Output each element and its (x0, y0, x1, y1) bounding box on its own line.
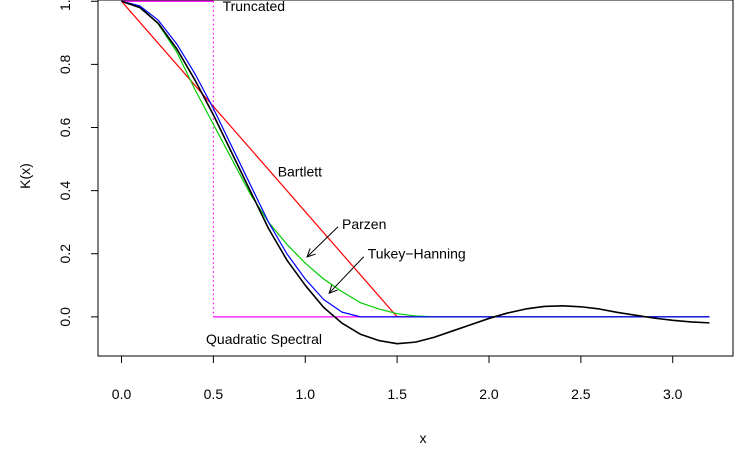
annotation-layer: Truncated Bartlett Parzen Tukey−Hanning Quad… (206, 0, 466, 347)
series-line-tukey-hanning (121, 0, 710, 318)
x-tick-label: 2.5 (571, 386, 591, 402)
x-tick-label: 1.0 (296, 386, 316, 402)
y-tick-label: 0.4 (57, 181, 73, 201)
series-line-bartlett (121, 0, 710, 318)
series-annotation: Parzen (342, 216, 386, 232)
x-tick-label: 0.5 (204, 386, 224, 402)
x-tick-label: 0.0 (112, 386, 132, 402)
x-tick-label: 2.0 (479, 386, 499, 402)
series-line-parzen (121, 0, 710, 318)
y-tick-label: 0.8 (57, 54, 73, 74)
plot-frame (97, 0, 734, 357)
series-annotation: Bartlett (278, 164, 322, 180)
y-axis-label: K(x) (17, 163, 33, 189)
x-axis-label: x (420, 430, 427, 446)
series-layer (121, 0, 710, 345)
y-tick-label: 0.6 (57, 118, 73, 138)
annotation-arrow (328, 256, 365, 294)
annotation-arrowhead (306, 248, 316, 258)
x-axis: 0.0 0.5 1.0 1.5 2.0 2.5 3.0 (112, 355, 683, 402)
arrow-layer (306, 226, 365, 295)
series-annotation: Tukey−Hanning (368, 246, 466, 262)
annotation-arrowhead (328, 284, 338, 295)
annotation-arrow (306, 226, 339, 258)
x-tick-label: 1.5 (387, 386, 407, 402)
series-line-quadratic-spectral (121, 0, 710, 345)
series-annotation: Quadratic Spectral (206, 331, 322, 347)
y-tick-label: 0.0 (57, 307, 73, 327)
y-tick-label: 1.0 (57, 0, 73, 11)
y-axis: 0.0 0.2 0.4 0.6 0.8 1.0 (57, 0, 99, 327)
x-tick-label: 3.0 (663, 386, 683, 402)
series-annotation: Truncated (223, 0, 286, 14)
y-tick-label: 0.2 (57, 244, 73, 264)
